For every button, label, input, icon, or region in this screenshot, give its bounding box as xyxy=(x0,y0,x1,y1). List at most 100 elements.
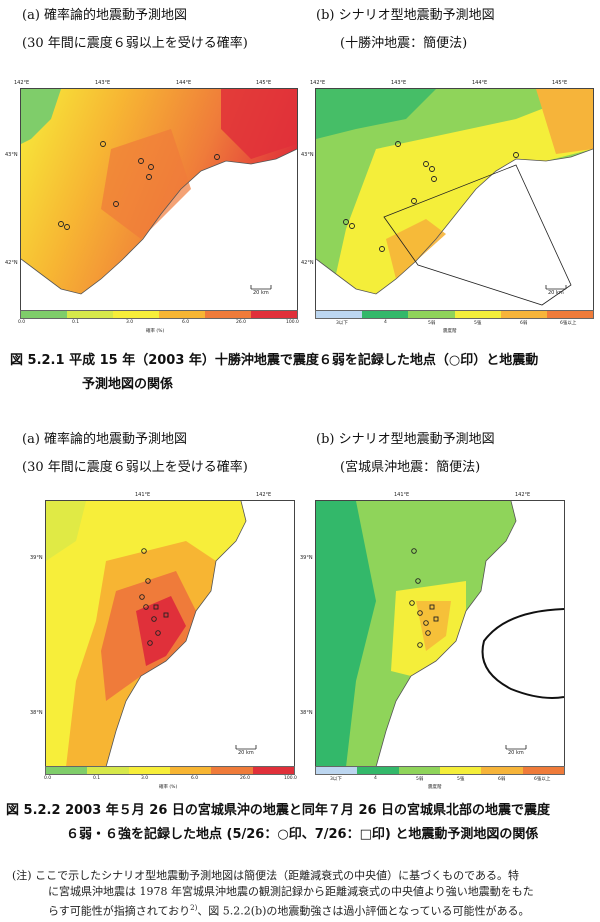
legend-label: 6強以上 xyxy=(560,321,577,326)
legend-label: 6.0 xyxy=(191,776,199,781)
note-line1: (注) ここで示したシナリオ型地震動予測地図は簡便法（距離減衰式の中央値）に基づ… xyxy=(12,869,519,882)
fig2-left-scale: 20 km xyxy=(238,750,254,756)
fig2-right-title: (b) シナリオ型地震動予測地図 xyxy=(316,432,495,447)
fig2-int-legend-title: 震度階 xyxy=(428,785,442,790)
fig2-caption-line2: ６弱・６強を記録した地点 (5/26：○印、7/26：□印) と地震動予測地図の… xyxy=(66,827,539,842)
legend-label: 6強以上 xyxy=(534,777,551,782)
legend-swatch xyxy=(362,311,409,318)
note-line2: に宮城県沖地震は 1978 年宮城県沖地震の観測記録から距離減衰式の中央値より強… xyxy=(48,885,534,898)
fig1-prob-legend-title: 確率 (%) xyxy=(146,329,165,334)
note-line3: らす可能性が指摘されており2)、図 5.2.2(b)の地震動強さは過小評価となっ… xyxy=(48,900,530,920)
legend-swatch xyxy=(169,767,212,774)
fig2-right-lat-tick: 39°N xyxy=(300,555,313,561)
fig1-left-title: (a) 確率論的地震動予測地図 xyxy=(22,8,188,23)
legend-label: 4 xyxy=(374,776,377,781)
fig2-left-title: (a) 確率論的地震動予測地図 xyxy=(22,432,188,447)
legend-label: 5弱 xyxy=(428,321,436,326)
fig2-probability-legend xyxy=(45,766,295,775)
legend-label: 0.1 xyxy=(93,776,101,781)
fig2-right-lon-tick: 141°E xyxy=(394,492,410,498)
fig2-left-lon-tick: 142°E xyxy=(256,492,272,498)
legend-swatch xyxy=(522,767,564,774)
legend-label: 6.0 xyxy=(182,320,190,325)
legend-label: 26.0 xyxy=(236,320,247,325)
legend-label: 100.0 xyxy=(284,776,297,781)
legend-label: 5強 xyxy=(474,321,482,326)
legend-label: 5弱 xyxy=(416,777,424,782)
fig1-right-lon-tick: 142°E xyxy=(310,80,326,86)
fig2-probability-map: 20 km xyxy=(45,500,295,768)
legend-label: 0.1 xyxy=(72,320,80,325)
fig1-right-lat-tick: 43°N xyxy=(301,152,314,158)
legend-swatch xyxy=(211,767,253,774)
legend-swatch xyxy=(128,767,170,774)
legend-swatch xyxy=(316,767,358,774)
fig1-right-subtitle: (十勝沖地震：簡便法) xyxy=(340,36,468,51)
fig1-left-lat-tick: 43°N xyxy=(5,152,18,158)
legend-label: 4 xyxy=(384,320,387,325)
legend-label: 3.0 xyxy=(126,320,134,325)
legend-swatch xyxy=(316,311,363,318)
fig1-right-lon-tick: 145°E xyxy=(552,80,568,86)
note-line3-text: らす可能性が指摘されており xyxy=(48,904,191,918)
fig1-left-lat-tick: 42°N xyxy=(5,260,18,266)
fig1-left-subtitle: (30 年間に震度６弱以上を受ける確率) xyxy=(22,36,248,51)
fig2-right-subtitle: (宮城県沖地震：簡便法) xyxy=(340,460,481,475)
legend-swatch xyxy=(439,767,482,774)
fig1-caption-line2: 予測地図の関係 xyxy=(82,377,174,392)
legend-swatch xyxy=(546,311,594,318)
legend-swatch xyxy=(251,311,297,318)
fig2-right-scale: 20 km xyxy=(508,750,524,756)
fig1-probability-legend xyxy=(20,310,298,319)
legend-swatch xyxy=(398,767,440,774)
legend-swatch xyxy=(67,311,113,318)
fig2-prob-legend-title: 確率 (%) xyxy=(159,785,178,790)
fig1-right-lon-tick: 144°E xyxy=(472,80,488,86)
legend-label: 100.0 xyxy=(286,320,299,325)
legend-swatch xyxy=(408,311,455,318)
note-reference: 2) xyxy=(190,904,198,912)
legend-swatch xyxy=(252,767,294,774)
fig1-right-scale: 20 km xyxy=(548,290,564,296)
fig1-intensity-legend xyxy=(315,310,594,319)
fig2-scenario-map: 20 km xyxy=(315,500,565,768)
fig1-right-lon-tick: 143°E xyxy=(391,80,407,86)
fig2-right-lat-tick: 38°N xyxy=(300,710,313,716)
legend-label: 5強 xyxy=(457,777,465,782)
legend-swatch xyxy=(87,767,129,774)
legend-swatch xyxy=(21,311,67,318)
legend-label: 3以下 xyxy=(336,321,348,326)
fig2-left-lat-tick: 38°N xyxy=(30,710,43,716)
fig1-left-scale: 20 km xyxy=(253,290,269,296)
fig1-left-lon-tick: 143°E xyxy=(95,80,111,86)
fig1-right-title: (b) シナリオ型地震動予測地図 xyxy=(316,8,495,23)
legend-swatch xyxy=(454,311,501,318)
fig1-left-lon-tick: 142°E xyxy=(14,80,30,86)
legend-swatch xyxy=(46,767,88,774)
fig1-left-lon-tick: 145°E xyxy=(256,80,272,86)
legend-swatch xyxy=(159,311,205,318)
legend-swatch xyxy=(205,311,251,318)
legend-label: 6弱 xyxy=(498,777,506,782)
legend-label: 0.0 xyxy=(18,320,26,325)
fig1-scenario-map: 20 km xyxy=(315,88,594,312)
legend-label: 26.0 xyxy=(240,776,251,781)
legend-label: 6弱 xyxy=(520,321,528,326)
fig2-left-subtitle: (30 年間に震度６弱以上を受ける確率) xyxy=(22,460,248,475)
fig1-probability-map: 20 km xyxy=(20,88,298,312)
fig1-caption-line1: 図 5.2.1 平成 15 年（2003 年）十勝沖地震で震度６弱を記録した地点… xyxy=(10,353,539,368)
legend-swatch xyxy=(500,311,547,318)
legend-swatch xyxy=(113,311,159,318)
legend-swatch xyxy=(357,767,399,774)
fig2-left-lat-tick: 39°N xyxy=(30,555,43,561)
legend-label: 3以下 xyxy=(330,777,342,782)
fig1-left-lon-tick: 144°E xyxy=(176,80,192,86)
legend-swatch xyxy=(481,767,523,774)
fig1-right-lat-tick: 42°N xyxy=(301,260,314,266)
fig2-intensity-legend xyxy=(315,766,565,775)
fig1-int-legend-title: 震度階 xyxy=(443,329,457,334)
legend-label: 0.0 xyxy=(44,776,52,781)
fig2-left-lon-tick: 141°E xyxy=(135,492,151,498)
note-line3-cont: 、図 5.2.2(b)の地震動強さは過小評価となっている可能性がある。 xyxy=(197,904,530,918)
fig2-right-lon-tick: 142°E xyxy=(515,492,531,498)
